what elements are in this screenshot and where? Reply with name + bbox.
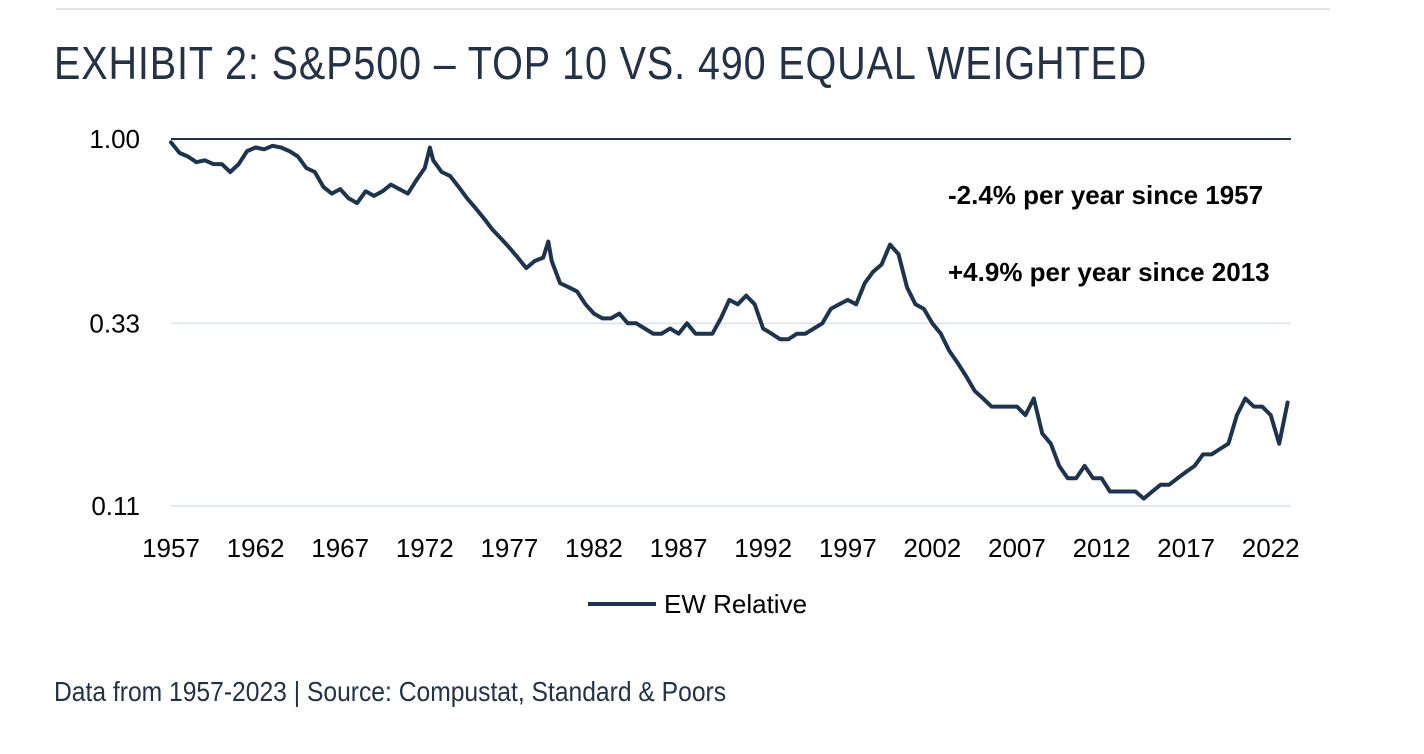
x-tick-label: 1977 xyxy=(480,533,538,563)
annotation-text: -2.4% per year since 1957 xyxy=(948,180,1263,210)
legend-label: EW Relative xyxy=(664,589,807,619)
x-tick-label: 2007 xyxy=(988,533,1046,563)
x-tick-label: 1992 xyxy=(734,533,792,563)
y-tick-label: 1.00 xyxy=(89,124,140,154)
x-tick-label: 1997 xyxy=(819,533,877,563)
x-tick-label: 1967 xyxy=(311,533,369,563)
chart-area: 1.00 0.33 0.11 1957 1962 1967 1972 1977 1982 198… xyxy=(89,124,1300,619)
series-line-ew-relative xyxy=(169,140,1290,501)
x-tick-label: 1957 xyxy=(142,533,200,563)
x-axis-ticks: 1957 1962 1967 1972 1977 1982 1987 1992 1997 2002… xyxy=(142,533,1300,563)
legend: EW Relative xyxy=(588,589,807,619)
top-divider xyxy=(56,8,1330,10)
x-tick-label: 2017 xyxy=(1157,533,1215,563)
x-tick-label: 2002 xyxy=(903,533,961,563)
annotations: -2.4% per year since 1957 +4.9% per year … xyxy=(948,180,1270,287)
y-tick-label: 0.11 xyxy=(91,491,140,521)
x-tick-label: 2022 xyxy=(1242,533,1300,563)
x-tick-label: 1987 xyxy=(650,533,708,563)
series-layer xyxy=(169,140,1290,501)
x-tick-label: 2012 xyxy=(1073,533,1131,563)
source-note: Data from 1957-2023 | Source: Compustat,… xyxy=(54,676,727,707)
grid-lines xyxy=(171,138,1291,507)
exhibit-title: EXHIBIT 2: S&P500 – TOP 10 VS. 490 EQUAL… xyxy=(54,37,1148,89)
x-tick-label: 1982 xyxy=(565,533,623,563)
x-tick-label: 1972 xyxy=(396,533,454,563)
y-tick-label: 0.33 xyxy=(89,308,140,338)
annotation-text: +4.9% per year since 2013 xyxy=(948,257,1270,287)
y-axis-ticks: 1.00 0.33 0.11 xyxy=(89,124,140,521)
x-tick-label: 1962 xyxy=(227,533,285,563)
